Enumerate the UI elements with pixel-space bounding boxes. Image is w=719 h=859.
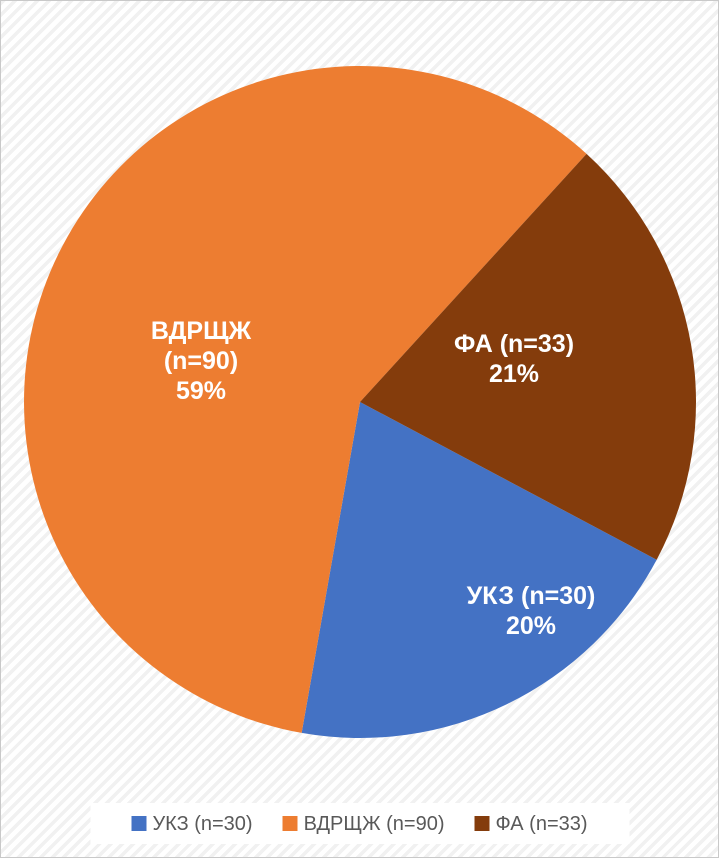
legend-label: УКЗ (n=30) [152, 812, 253, 835]
legend-swatch-icon [474, 816, 490, 831]
legend-swatch-icon [131, 816, 147, 831]
pie-slice-vdrshchzh [24, 66, 587, 733]
legend-swatch-icon [282, 816, 298, 831]
legend-label: ФА (n=33) [495, 812, 588, 835]
pie-slice-ukz [301, 402, 657, 739]
legend-item-vdrshchzh: ВДРЩЖ (n=90) [282, 812, 445, 835]
legend-label: ВДРЩЖ (n=90) [303, 812, 445, 835]
pie-slice-fa [360, 153, 696, 560]
legend-item-ukz: УКЗ (n=30) [131, 812, 253, 835]
legend-item-fa: ФА (n=33) [474, 812, 588, 835]
chart-legend: УКЗ (n=30) ВДРЩЖ (n=90) ФА (n=33) [90, 803, 629, 844]
